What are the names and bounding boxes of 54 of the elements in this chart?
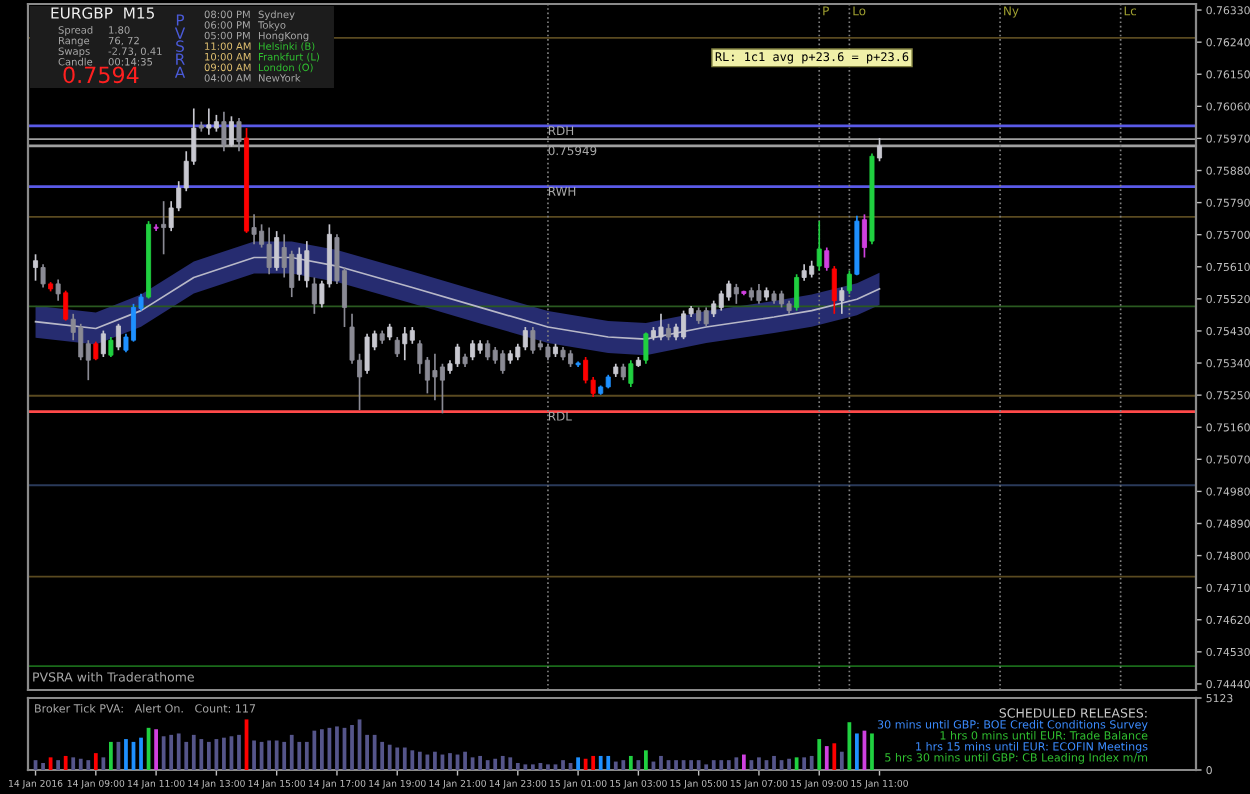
candlestick [417, 339, 423, 375]
annotation: 0.7594 [63, 66, 139, 84]
candlestick [289, 249, 295, 298]
candlestick [161, 200, 167, 256]
candlestick [78, 322, 84, 362]
candlestick [756, 283, 762, 305]
candlestick [455, 342, 461, 368]
candlestick [839, 286, 845, 315]
candlestick [274, 230, 280, 272]
candlestick [726, 279, 732, 302]
candlestick [251, 213, 257, 246]
candlestick [522, 326, 528, 352]
candlestick [236, 117, 242, 153]
candlestick [861, 213, 867, 259]
candlestick [33, 253, 39, 282]
candlestick [394, 336, 400, 358]
candlestick [402, 326, 408, 362]
candlestick [628, 359, 634, 388]
candlestick [55, 278, 61, 302]
candlestick [824, 246, 830, 272]
candlestick [131, 303, 136, 343]
line-series [34, 256, 881, 340]
candlestick [681, 309, 687, 340]
candlestick [228, 115, 234, 148]
candlestick [530, 326, 536, 355]
candlestick [816, 220, 822, 272]
candlestick [221, 110, 227, 153]
candlestick [296, 246, 302, 282]
candlestick [100, 329, 106, 358]
candlestick [153, 223, 159, 232]
candlestick [643, 331, 649, 365]
candlestick [794, 273, 800, 312]
candlestick [470, 339, 476, 362]
candlestick [63, 289, 69, 322]
candlestick [733, 283, 739, 305]
candlestick [266, 226, 272, 276]
candlestick [500, 349, 506, 375]
candlestick [877, 137, 882, 163]
candlestick [432, 352, 438, 401]
candlestick [485, 339, 491, 362]
candlestick [718, 289, 724, 312]
candlestick [311, 276, 317, 315]
candlestick [40, 263, 46, 289]
candlestick [206, 107, 212, 136]
candlestick [439, 362, 445, 415]
candlestick [846, 269, 852, 295]
candlestick [304, 240, 310, 289]
candlestick [703, 306, 709, 327]
candlestick [93, 340, 99, 362]
candlestick [108, 336, 114, 358]
candlestick [364, 332, 370, 375]
candlestick [831, 265, 837, 315]
candlestick [658, 313, 664, 342]
candlestick [115, 322, 121, 352]
